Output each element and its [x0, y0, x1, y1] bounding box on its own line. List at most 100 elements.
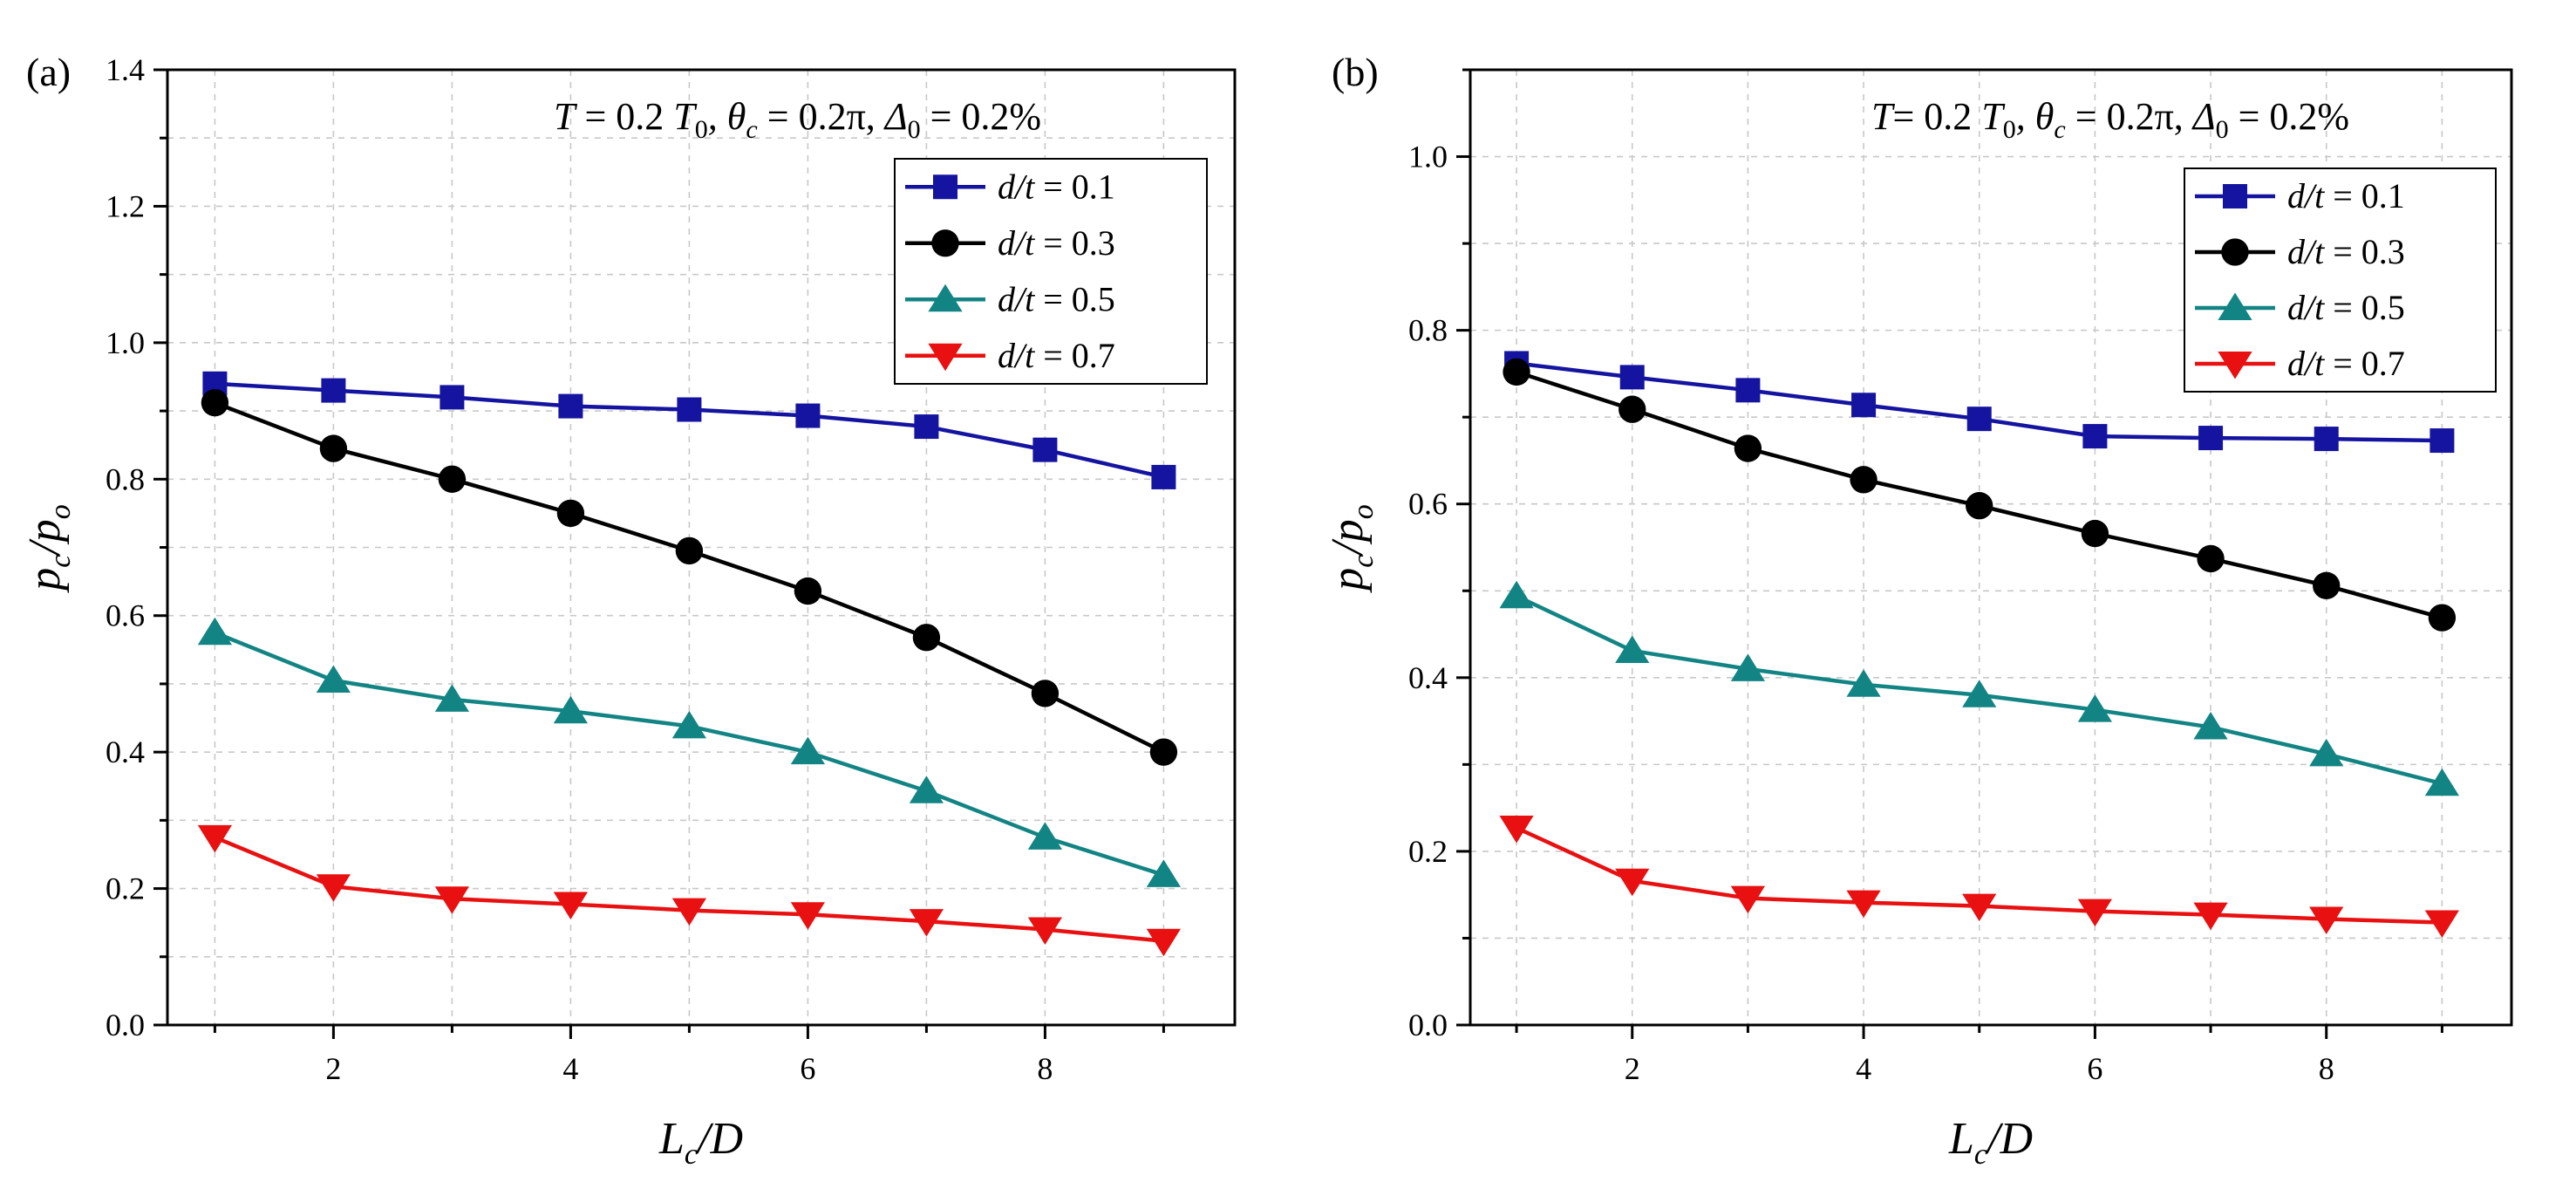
data-point-square — [1032, 437, 1058, 462]
x-tick-label: 2 — [325, 1051, 341, 1086]
y-tick-label: 0.4 — [106, 735, 145, 769]
legend-label-var: d/t — [2287, 232, 2325, 271]
legend-label: d/t = 0.1 — [2287, 176, 2405, 215]
data-point-circle — [2313, 571, 2341, 599]
plot-frame — [1469, 68, 2513, 1027]
data-point-square — [1151, 464, 1176, 489]
data-point-triangle-up — [2424, 768, 2459, 796]
data-point-triangle-up — [1962, 680, 1997, 707]
legend-label: d/t = 0.3 — [2287, 232, 2405, 271]
data-point-square — [558, 393, 583, 419]
ann-T: T — [554, 95, 578, 138]
y-tick-label: 0.8 — [1408, 313, 1448, 348]
data-point-square — [2082, 424, 2108, 449]
data-point-circle — [1966, 492, 1993, 520]
y-tick-label: 0.0 — [1408, 1008, 1448, 1042]
x-tick-label: 6 — [2087, 1051, 2102, 1086]
data-point-triangle-up — [671, 710, 706, 739]
y-tick-label: 1.0 — [106, 325, 145, 360]
legend-entry: d/t = 0.3 — [905, 223, 1115, 263]
data-point-circle — [556, 499, 585, 528]
ann-eq1: = 0.2 — [575, 95, 673, 138]
legend-label: d/t = 0.5 — [2287, 288, 2405, 327]
data-point-triangle-up — [1730, 653, 1765, 681]
legend-entry: d/t = 0.1 — [2195, 176, 2405, 215]
legend-label-val: = 0.1 — [1034, 167, 1115, 206]
parameter-annotation: T = 0.2 T0, θc = 0.2π, Δ0 = 0.2% — [554, 95, 1041, 144]
legend-label-var: d/t — [2287, 344, 2325, 383]
data-point-triangle-down — [2424, 910, 2459, 939]
legend-marker — [2218, 352, 2252, 379]
data-point-circle — [319, 434, 348, 462]
data-point-triangle-up — [790, 736, 825, 765]
legend-label-var: d/t — [998, 223, 1035, 263]
data-point-triangle-down — [2077, 899, 2112, 927]
data-point-square — [440, 385, 465, 410]
data-point-triangle-up — [316, 665, 351, 694]
legend-label-var: d/t — [998, 167, 1035, 206]
y-axis-title-slash: /p — [1323, 519, 1373, 557]
data-point-triangle-down — [1962, 893, 1997, 922]
ann-T0: T — [1981, 95, 2006, 138]
x-tick-label: 6 — [800, 1051, 815, 1086]
data-point-circle — [912, 624, 941, 652]
series-2 — [1503, 358, 2457, 632]
legend-label: d/t = 0.1 — [998, 167, 1115, 206]
data-point-circle — [1031, 680, 1060, 707]
legend-label: d/t = 0.7 — [998, 336, 1115, 375]
y-axis-title-o-sub: o — [1347, 504, 1380, 519]
data-point-triangle-up — [1615, 635, 1650, 663]
ann-eq2: = 0.2π, — [758, 95, 885, 138]
ann-eq1: = 0.2 — [1892, 95, 1981, 138]
legend-label-var: d/t — [2287, 288, 2325, 327]
legend-label-val: = 0.5 — [1034, 279, 1115, 318]
legend-label-var: d/t — [998, 279, 1035, 318]
y-tick-label: 0.2 — [106, 871, 145, 906]
chart-panel-1: 2 4 6 80.00.20.40.60.81.01.21.4(a)Lc/Dpc/po… — [20, 50, 1237, 1171]
series-2 — [201, 389, 1178, 766]
ann-eq2: = 0.2π, — [2066, 95, 2193, 138]
data-point-square — [2429, 428, 2455, 454]
series-4 — [1499, 816, 2459, 939]
x-tick-label: 8 — [2319, 1051, 2334, 1086]
y-axis-title-p-sub: c — [1347, 555, 1380, 568]
legend-marker — [2223, 184, 2247, 208]
legend-entry: d/t = 0.5 — [2195, 288, 2405, 327]
data-point-triangle-down — [1146, 928, 1181, 957]
ann-delta: Δ — [2191, 95, 2216, 138]
data-point-circle — [2428, 604, 2457, 632]
data-point-circle — [1850, 466, 1877, 494]
data-point-circle — [1503, 358, 1530, 386]
legend-entry: d/t = 0.3 — [2195, 232, 2405, 271]
data-point-circle — [794, 577, 822, 605]
legend-label-val: = 0.1 — [2324, 176, 2405, 215]
ann-T0-sub: 0 — [695, 115, 708, 144]
legend-label: d/t = 0.5 — [998, 279, 1115, 318]
y-axis-title: pc/po — [20, 504, 77, 594]
legend: d/t = 0.1d/t = 0.3d/t = 0.5d/t = 0.7 — [894, 158, 1208, 385]
x-axis-title: Lc/D — [658, 1114, 743, 1171]
y-axis-title-p: p — [1323, 568, 1373, 594]
legend-label-val: = 0.3 — [2324, 232, 2405, 271]
data-point-square — [1619, 365, 1645, 390]
ann-theta: , θ — [708, 95, 746, 138]
data-point-triangle-down — [671, 898, 706, 926]
legend-label-var: d/t — [2287, 176, 2325, 215]
panel-label: (a) — [26, 50, 71, 94]
data-point-triangle-up — [197, 617, 232, 646]
data-point-circle — [438, 465, 467, 493]
x-tick-label: 4 — [1856, 1051, 1871, 1086]
legend-entry: d/t = 0.5 — [905, 279, 1115, 318]
data-point-triangle-down — [553, 892, 588, 920]
panel-label: (b) — [1332, 50, 1379, 94]
data-point-triangle-up — [2309, 738, 2344, 767]
data-point-square — [321, 378, 346, 403]
data-point-triangle-down — [1499, 816, 1534, 844]
ann-eq3: = 0.2% — [2229, 95, 2349, 138]
legend-marker — [933, 174, 957, 200]
data-point-triangle-down — [434, 886, 469, 914]
ann-delta-sub: 0 — [2216, 115, 2229, 144]
data-point-triangle-up — [1146, 859, 1181, 887]
data-point-square — [1966, 407, 1992, 432]
